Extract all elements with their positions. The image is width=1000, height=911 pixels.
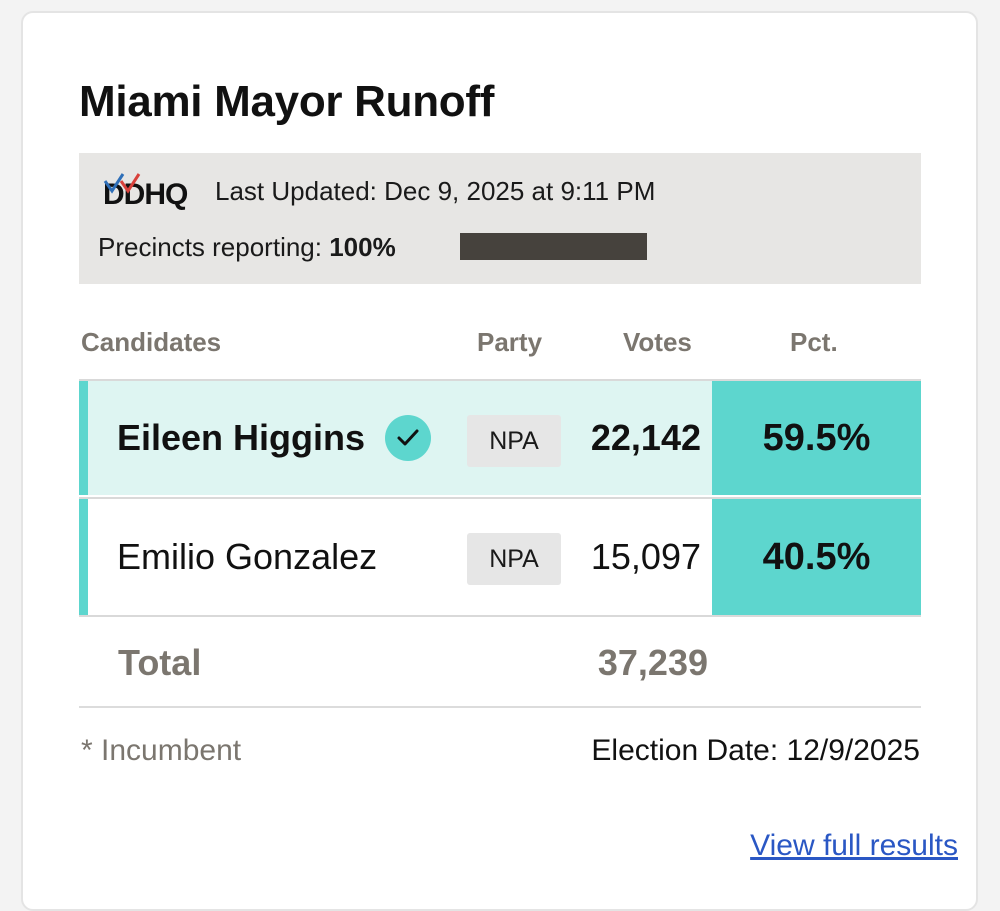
votes-cell: 22,142: [590, 417, 701, 458]
candidate-name: Eileen Higgins: [117, 417, 366, 458]
party-badge: NPA: [467, 415, 561, 467]
precincts-label: Precincts reporting:: [98, 232, 322, 262]
check-icon: [385, 415, 432, 461]
view-full-results-link[interactable]: View full results: [750, 829, 958, 862]
candidate-name-cell: Emilio Gonzalez: [117, 499, 377, 615]
election-date: Election Date: 12/9/2025: [591, 734, 920, 767]
table-row: Emilio Gonzalez NPA 15,097 40.5%: [79, 497, 921, 617]
precincts-value: 100%: [329, 232, 396, 262]
total-label: Total: [118, 642, 202, 683]
row-accent-bar: [79, 499, 88, 615]
update-info-box: DDHQ Last Updated: Dec 9, 2025 at 9:11 P…: [79, 153, 921, 284]
candidate-name: Emilio Gonzalez: [117, 536, 378, 577]
total-votes: 37,239: [597, 642, 708, 683]
last-updated-text: Last Updated: Dec 9, 2025 at 9:11 PM: [215, 176, 656, 206]
precincts-progress-fill: [460, 233, 647, 260]
header-votes: Votes: [623, 327, 692, 357]
pct-cell: 40.5%: [712, 499, 921, 615]
party-badge: NPA: [467, 533, 561, 585]
ddhq-logo: DDHQ: [103, 173, 189, 211]
table-row: Eileen Higgins NPA 22,142 59.5%: [79, 379, 921, 495]
pct-cell: 59.5%: [712, 381, 921, 495]
row-accent-bar: [79, 381, 88, 495]
header-candidates: Candidates: [81, 327, 222, 357]
incumbent-note: * Incumbent: [81, 734, 242, 767]
header-pct: Pct.: [790, 327, 838, 357]
candidate-name-cell: Eileen Higgins: [117, 381, 432, 495]
votes-cell: 15,097: [590, 536, 701, 577]
precincts-progress-bar: [460, 233, 647, 260]
race-title: Miami Mayor Runoff: [79, 77, 495, 126]
precincts-reporting: Precincts reporting: 100%: [98, 229, 396, 265]
header-party: Party: [477, 327, 543, 357]
footer-divider: [79, 706, 921, 708]
